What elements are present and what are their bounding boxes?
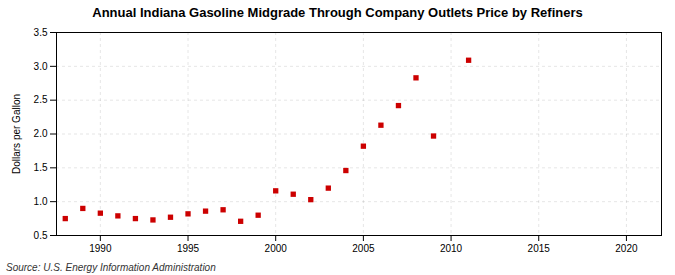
svg-text:Dollars per Gallon: Dollars per Gallon: [11, 94, 22, 174]
html-text:Annual Indiana Gasoline Midgra: Annual Indiana Gasoline Midgrade Through…: [92, 5, 583, 20]
svg-text:2000: 2000: [265, 243, 288, 254]
svg-text:3.5: 3.5: [34, 27, 48, 38]
svg-text:1995: 1995: [177, 243, 200, 254]
svg-text:2.0: 2.0: [34, 128, 48, 139]
svg-text:1.5: 1.5: [34, 162, 48, 173]
html-text:Source: U.S. Energy Informatio: Source: U.S. Energy Information Administ…: [6, 262, 216, 273]
svg-text:3.0: 3.0: [34, 61, 48, 72]
svg-text:2005: 2005: [352, 243, 375, 254]
svg-text:0.5: 0.5: [34, 230, 48, 241]
svg-text:2.5: 2.5: [34, 94, 48, 105]
svg-text:1.0: 1.0: [34, 196, 48, 207]
svg-text:2010: 2010: [440, 243, 463, 254]
svg-text:2015: 2015: [528, 243, 551, 254]
svg-text:2020: 2020: [615, 243, 638, 254]
svg-text:1990: 1990: [89, 243, 112, 254]
